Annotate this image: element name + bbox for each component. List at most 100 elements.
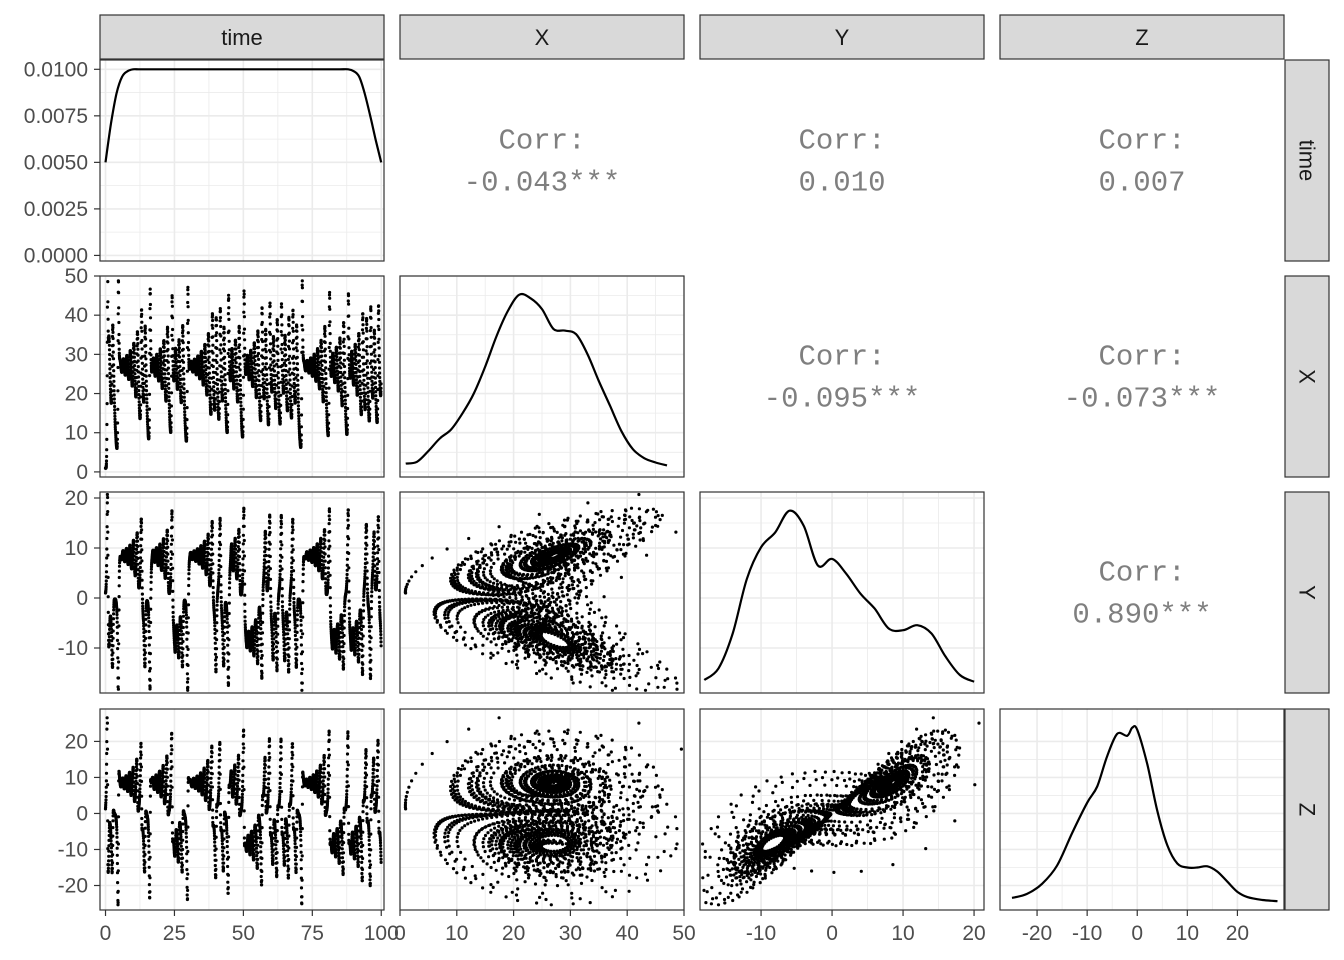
point	[181, 619, 185, 624]
point	[376, 358, 380, 362]
point	[162, 542, 166, 546]
point	[227, 329, 231, 333]
point	[219, 364, 223, 368]
point	[357, 359, 362, 363]
point	[171, 598, 175, 602]
point	[301, 567, 305, 571]
point	[294, 346, 298, 350]
point	[165, 332, 169, 336]
point	[239, 396, 243, 400]
point	[342, 609, 347, 613]
point	[328, 349, 332, 353]
point	[259, 414, 263, 418]
point	[164, 394, 168, 398]
point	[242, 302, 246, 306]
point	[207, 339, 211, 343]
point	[325, 409, 329, 413]
point	[138, 413, 142, 417]
point	[117, 608, 121, 612]
point	[264, 536, 268, 540]
point	[278, 419, 282, 423]
point	[342, 337, 346, 341]
point	[280, 555, 284, 559]
point	[278, 564, 282, 568]
point	[327, 421, 331, 425]
point	[361, 316, 365, 320]
point	[357, 647, 361, 652]
point	[166, 545, 170, 549]
point	[240, 579, 245, 583]
point	[238, 383, 242, 387]
point	[111, 343, 115, 347]
point	[347, 314, 351, 318]
point	[299, 425, 303, 429]
point	[182, 372, 186, 376]
point	[268, 530, 272, 535]
point	[182, 387, 186, 391]
point	[113, 414, 117, 418]
point	[115, 638, 120, 643]
point	[295, 342, 299, 346]
point	[274, 620, 278, 625]
point	[215, 614, 219, 618]
point	[105, 547, 109, 551]
point	[226, 682, 231, 686]
point	[147, 392, 152, 396]
point	[272, 344, 276, 348]
point	[144, 357, 148, 361]
point	[242, 524, 246, 528]
point	[347, 612, 351, 616]
point	[105, 422, 109, 427]
point	[323, 545, 327, 549]
point	[239, 410, 243, 415]
point	[370, 370, 374, 374]
point	[300, 688, 304, 692]
point	[111, 350, 115, 354]
point	[214, 667, 218, 671]
point	[162, 345, 166, 349]
point	[182, 399, 186, 403]
point	[223, 387, 227, 391]
point	[341, 645, 345, 649]
point	[166, 347, 170, 352]
point	[273, 386, 277, 390]
point	[345, 428, 349, 432]
point	[211, 343, 215, 347]
point	[111, 651, 115, 655]
point	[215, 603, 219, 607]
point	[171, 618, 175, 622]
point	[133, 372, 137, 376]
point	[340, 399, 345, 403]
point	[295, 325, 299, 329]
point	[167, 382, 171, 386]
point	[267, 417, 271, 421]
point	[295, 335, 299, 339]
point	[148, 316, 153, 320]
point	[112, 363, 116, 367]
point	[242, 327, 247, 331]
point	[186, 603, 191, 607]
point	[171, 605, 175, 609]
point	[170, 525, 174, 529]
point	[136, 342, 140, 346]
point	[136, 370, 140, 374]
point	[178, 360, 182, 364]
point	[166, 330, 170, 334]
point	[299, 433, 303, 437]
point	[147, 426, 151, 430]
point	[205, 390, 209, 394]
point	[272, 354, 276, 358]
point	[283, 648, 287, 652]
point	[171, 338, 175, 342]
point	[292, 592, 296, 596]
point	[347, 590, 351, 594]
point	[288, 613, 292, 617]
point	[236, 397, 240, 401]
point	[145, 404, 149, 408]
point	[106, 280, 110, 284]
point	[108, 352, 112, 357]
point	[295, 362, 299, 366]
point	[346, 514, 350, 518]
point	[219, 343, 223, 347]
point	[269, 586, 273, 591]
